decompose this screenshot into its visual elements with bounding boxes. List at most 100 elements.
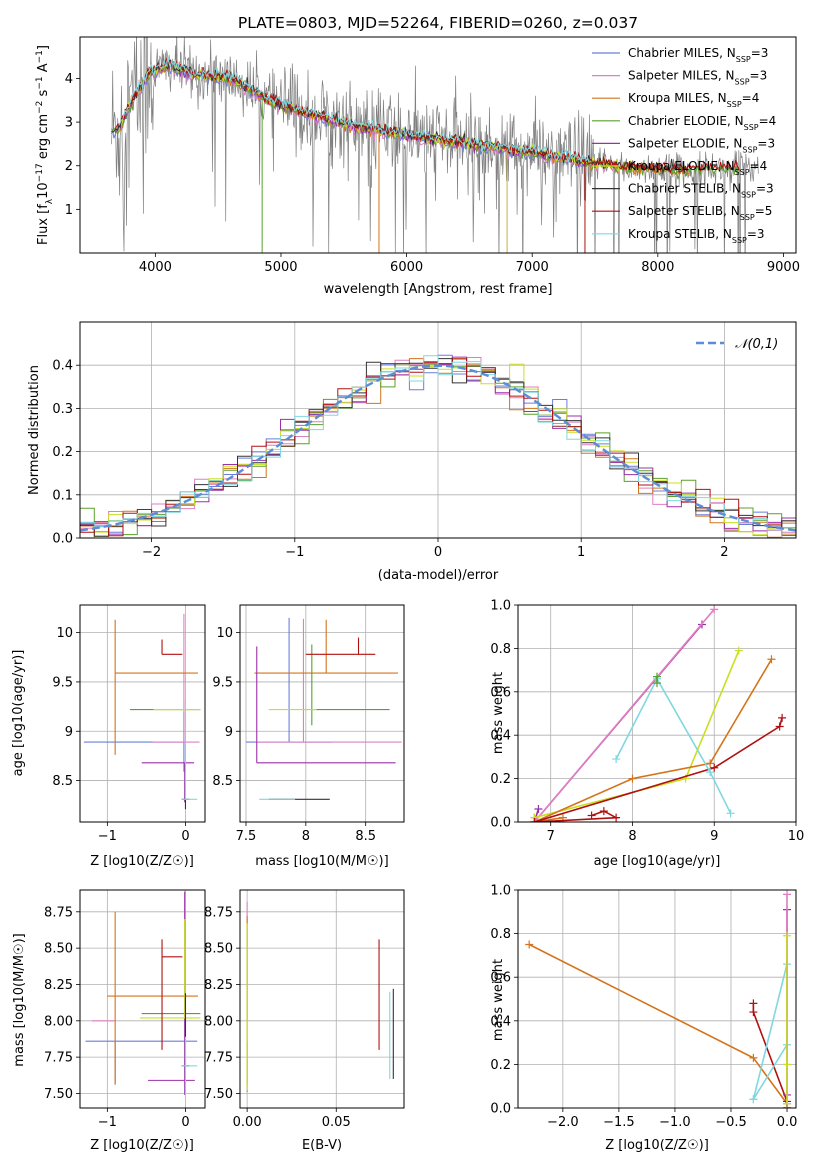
x-axis-label: mass [log10(M/M☉)]: [255, 854, 388, 869]
weight-marker: [783, 890, 792, 899]
weight-line-3: [534, 658, 773, 822]
y-tick-label: 8.50: [204, 942, 233, 957]
y-label-part: −1: [35, 50, 45, 63]
y-tick-label: 8.00: [204, 1014, 233, 1029]
axes-frame: [79, 604, 206, 823]
x-tick-label: 9000: [767, 260, 800, 275]
weight-marker: [530, 818, 539, 822]
x-axis-label: age [log10(age/yr)]: [594, 854, 721, 869]
y-label-part: −1: [35, 76, 45, 89]
plot-area: [85, 891, 201, 1095]
legend-text: Kroupa ELODIE, N: [628, 159, 735, 173]
legend-tail: =4: [759, 114, 777, 128]
panel-EBV-mass: 0.00 0.05 7.50 7.75 8.00 8.25 8.50 8.75 E(B-V): [204, 889, 405, 1153]
legend-label: Kroupa MILES, NSSP=4: [628, 91, 759, 109]
x-tick-label: −1.0: [659, 1115, 691, 1130]
legend: 𝒩(0,1): [696, 337, 778, 352]
legend-sub: SSP: [736, 55, 751, 64]
y-label-part: −17: [35, 163, 45, 182]
y-axis-label: Flux [fλ10−17 erg cm−2 s−1 A−1]: [35, 45, 55, 245]
legend-text: Chabrier ELODIE, N: [628, 114, 744, 128]
y-label-part: −2: [35, 101, 45, 114]
y-tick-label: 0.3: [52, 402, 73, 417]
legend-sub: SSP: [732, 235, 747, 244]
x-tick-label: 8: [628, 829, 636, 844]
axes-frame: [517, 604, 797, 823]
weight-marker: [706, 768, 715, 777]
y-tick-label: 9.5: [212, 675, 233, 690]
y-tick-label: 8.25: [44, 978, 73, 993]
errorbar-point-6: [181, 798, 190, 810]
legend-tail: =5: [755, 204, 773, 218]
y-label-part: s: [36, 89, 51, 100]
x-tick-label: 0.0: [777, 1115, 798, 1130]
legend-sub: SSP: [735, 77, 750, 86]
x-tick-label: 10: [788, 829, 805, 844]
weight-marker: [710, 605, 719, 614]
legend-label: 𝒩(0,1): [735, 337, 778, 352]
y-tick-label: 2: [65, 159, 73, 174]
legend-label: Salpeter STELIB, NSSP=5: [628, 204, 772, 222]
x-tick-label: −2.0: [547, 1115, 579, 1130]
legend-tail: =3: [756, 182, 774, 196]
x-tick-label: 1: [577, 545, 585, 560]
weight-marker: [726, 809, 735, 818]
x-axis-label: wavelength [Angstrom, rest frame]: [324, 282, 553, 297]
errorbar-point-7: [305, 637, 376, 655]
legend-tail: =4: [742, 91, 760, 105]
axes-frame: [79, 36, 797, 254]
errorbar-point-4: [147, 891, 195, 1095]
x-axis-label: Z [log10(Z/Z☉)]: [90, 854, 194, 869]
y-tick-label: 8.75: [204, 905, 233, 920]
x-tick-label: −0.5: [715, 1115, 747, 1130]
weight-marker: [706, 759, 715, 768]
y-tick-label: 0.4: [490, 1014, 511, 1029]
y-axis-label: mass weight: [491, 672, 506, 754]
errorbar-point-0: [245, 617, 333, 743]
x-tick-label: 5000: [264, 260, 297, 275]
x-tick-label: 8.5: [355, 829, 376, 844]
legend-tail: =3: [747, 227, 765, 241]
errorbar-point-5: [140, 919, 201, 1019]
panel-residuals: −2 −1 0 1 2 0.0 0.1 0.2 0.3 0.4 (data-model)/error…: [27, 321, 797, 583]
axes-frame: [239, 889, 405, 1109]
y-tick-label: 10: [216, 626, 233, 641]
y-axis-label: mass weight: [491, 959, 506, 1041]
x-tick-label: −1: [98, 829, 117, 844]
errorbar-point-3: [311, 644, 390, 726]
legend-label: Kroupa ELODIE, NSSP=4: [628, 159, 767, 177]
weight-marker: [628, 774, 637, 783]
y-tick-label: 7.50: [44, 1087, 73, 1102]
errorbar-point-8: [181, 700, 198, 800]
panel-Z-age: −1 0 8.5 9 9.5 10 Z [log10(Z/Z☉)] age [log10(ag…: [11, 604, 206, 869]
y-label-part: erg cm: [36, 114, 51, 163]
legend-sub: SSP: [727, 100, 742, 109]
y-tick-label: 9: [65, 725, 73, 740]
x-axis-label: Z [log10(Z/Z☉)]: [90, 1138, 194, 1153]
y-tick-label: 0.4: [490, 729, 511, 744]
weight-marker: [775, 722, 784, 731]
x-axis-label: Z [log10(Z/Z☉)]: [605, 1138, 709, 1153]
plot-area: [246, 901, 394, 1093]
legend-tail: =4: [750, 159, 768, 173]
y-tick-label: 1.0: [490, 884, 511, 899]
y-tick-label: 0.8: [490, 642, 511, 657]
y-tick-label: 8.75: [44, 905, 73, 920]
weight-marker: [749, 1008, 758, 1017]
y-tick-label: 4: [65, 72, 73, 87]
y-axis-label: age [log10(age/yr)]: [11, 650, 26, 777]
y-tick-label: 8.25: [204, 978, 233, 993]
panel-Z-mass: −1 0 7.50 7.75 8.00 8.25 8.50 8.75 Z [log10(Z/Z☉…: [12, 889, 206, 1153]
errorbar-point-0: [85, 1040, 198, 1085]
errorbar-point-7: [161, 939, 183, 1050]
legend-text: Chabrier MILES, N: [628, 46, 736, 60]
y-tick-label: 7.50: [204, 1087, 233, 1102]
weight-marker: [599, 807, 608, 816]
weight-marker: [749, 1053, 758, 1062]
legend-label: Chabrier ELODIE, NSSP=4: [628, 114, 776, 132]
chart-title: PLATE=0803, MJD=52264, FIBERID=0260, z=0…: [238, 14, 638, 32]
x-tick-label: −2: [142, 545, 161, 560]
x-tick-label: 7000: [516, 260, 549, 275]
legend-sub: SSP: [744, 122, 759, 131]
